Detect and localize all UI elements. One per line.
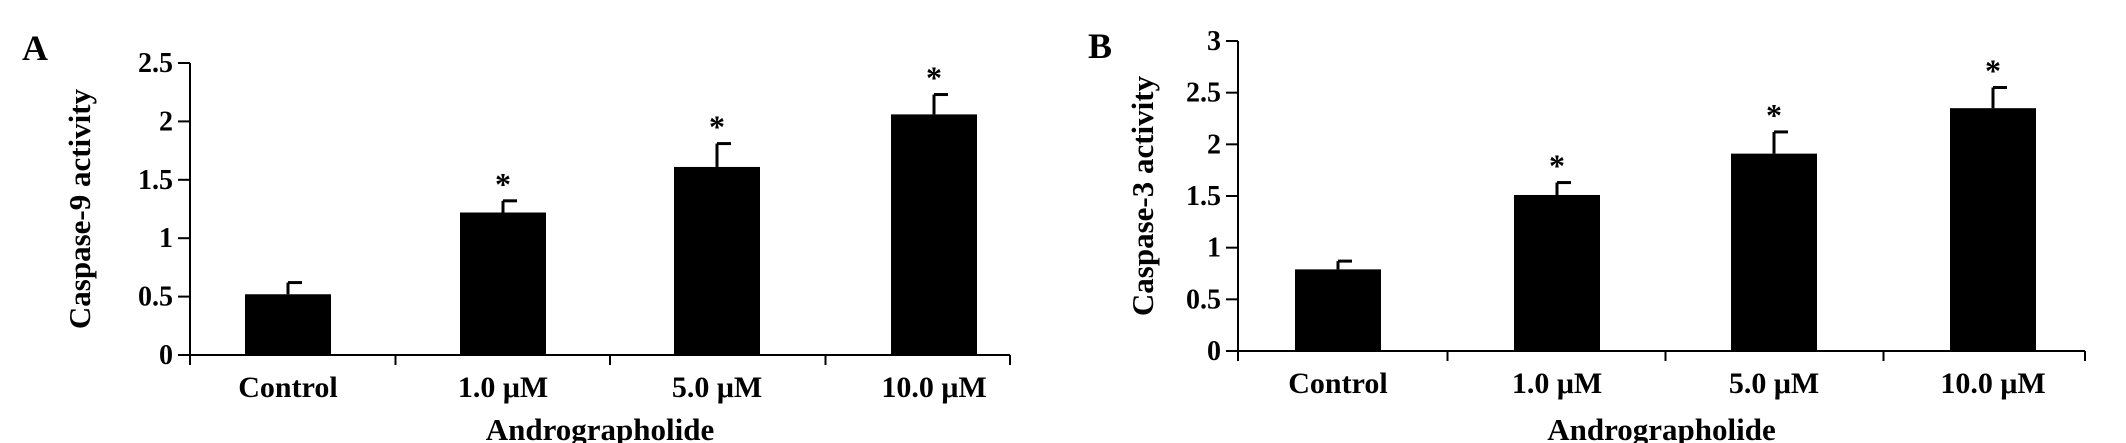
significance-marker: * (495, 166, 511, 202)
x-tick-label: 10.0 μM (1940, 367, 2045, 400)
y-tick-label: 2 (1207, 129, 1221, 160)
y-tick-label: 1 (1207, 233, 1221, 264)
y-tick-label: 2 (159, 106, 173, 137)
bar (1731, 153, 1817, 351)
bar (891, 114, 977, 355)
bar (1950, 108, 2036, 352)
y-axis-label: Caspase-9 activity (62, 88, 97, 329)
bar (245, 294, 331, 355)
x-axis-label: Andrographolide (1547, 412, 1776, 443)
bar (674, 166, 760, 355)
y-tick-label: 3 (1207, 26, 1221, 57)
x-tick-label: 5.0 μM (1729, 367, 1819, 400)
y-tick-label: 1.5 (1186, 181, 1221, 212)
panel-label: A (22, 28, 48, 68)
y-tick-label: 0.5 (138, 282, 173, 313)
bar (1514, 194, 1600, 351)
y-tick-label: 0 (1207, 336, 1221, 367)
x-tick-label: Control (1288, 367, 1387, 400)
y-axis-label: Caspase-3 activity (1125, 75, 1160, 316)
y-tick-label: 0.5 (1186, 284, 1221, 315)
x-axis-label: Andrographolide (486, 412, 715, 443)
significance-marker: * (1985, 53, 2001, 89)
x-tick-label: 10.0 μM (881, 371, 986, 404)
bar (1295, 269, 1381, 351)
y-tick-label: 2.5 (1186, 78, 1221, 109)
panel-a: A 0 0.5 1 1.5 2 2.5 Control * 1.0 μM * 5.0 μM * 10.0 … (22, 28, 1011, 443)
y-tick-label: 0 (159, 340, 173, 371)
panel-b: B 0 0.5 1 1.5 2 2.5 3 Control * 1.0 μM * 5.0 μM * 10.0… (1088, 26, 2086, 443)
x-tick-label: 5.0 μM (672, 371, 762, 404)
significance-marker: * (1766, 97, 1782, 133)
significance-marker: * (1549, 148, 1565, 184)
y-tick-label: 2.5 (138, 48, 173, 79)
x-tick-label: Control (238, 371, 337, 404)
y-tick-label: 1 (159, 223, 173, 254)
x-tick-label: 1.0 μM (1512, 367, 1602, 400)
x-tick-label: 1.0 μM (458, 371, 548, 404)
significance-marker: * (709, 109, 725, 145)
bar (460, 212, 546, 355)
significance-marker: * (926, 60, 942, 96)
y-tick-label: 1.5 (138, 165, 173, 196)
panel-label: B (1088, 26, 1112, 66)
